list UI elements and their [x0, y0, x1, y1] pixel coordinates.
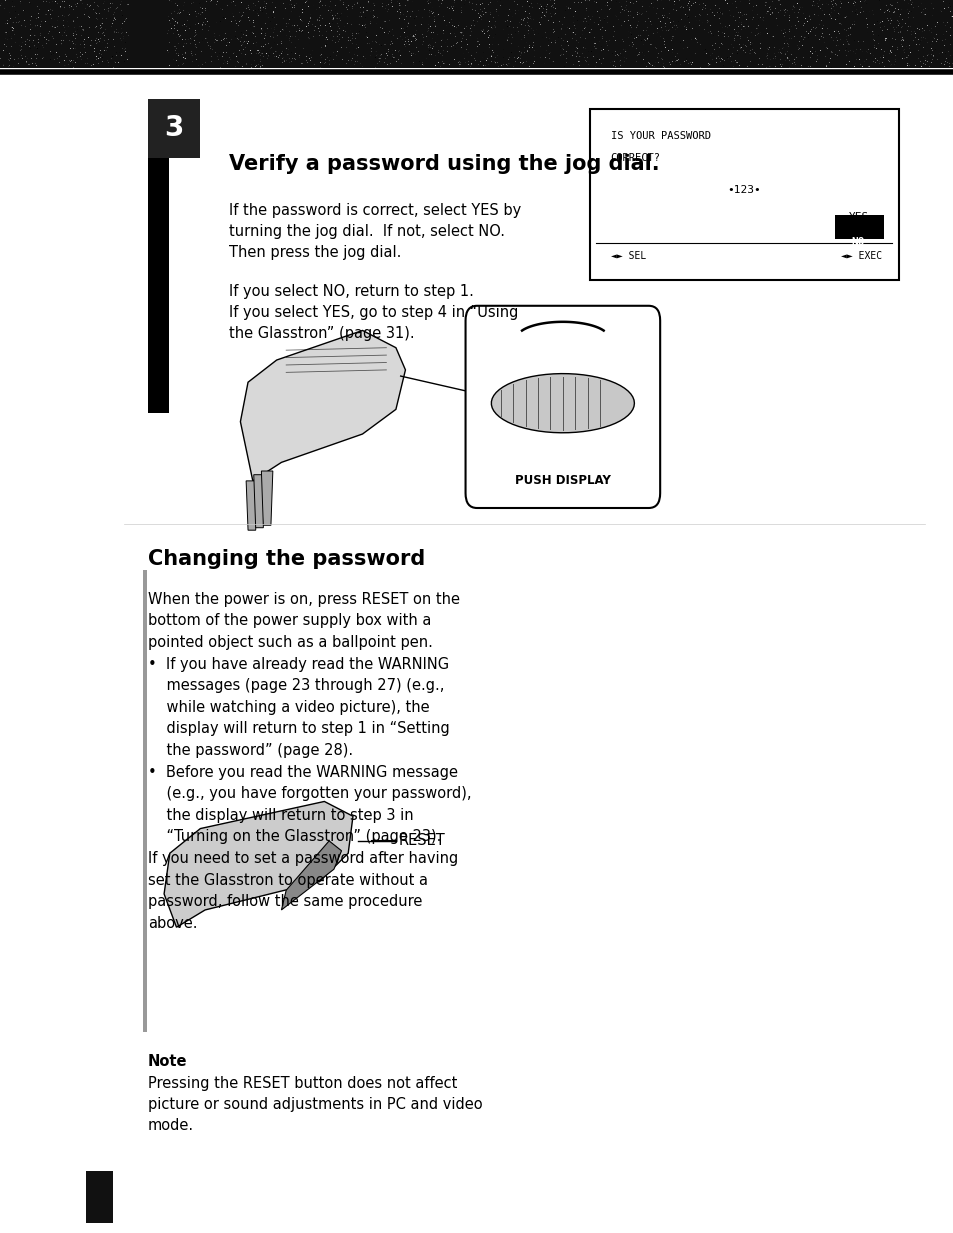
Text: 3: 3: [164, 115, 183, 142]
Text: •123•: •123•: [726, 185, 760, 195]
Bar: [86, 1171, 112, 1223]
Text: IS YOUR PASSWORD: IS YOUR PASSWORD: [610, 131, 710, 141]
Bar: [834, 215, 883, 239]
Polygon shape: [261, 471, 273, 525]
Bar: [129, 0, 167, 68]
Text: Verify a password using the jog dial.: Verify a password using the jog dial.: [229, 154, 659, 174]
Polygon shape: [491, 374, 634, 433]
Bar: [0, 0, 953, 68]
Text: Note: Note: [148, 1054, 187, 1069]
Text: ◄► SEL: ◄► SEL: [610, 252, 645, 261]
Polygon shape: [246, 481, 257, 530]
Text: If the password is correct, select YES by
turning the jog dial.  If not, select : If the password is correct, select YES b…: [229, 203, 520, 260]
Text: RESET: RESET: [398, 834, 445, 848]
Text: YES: YES: [847, 212, 868, 222]
Text: CORRECT?: CORRECT?: [610, 153, 659, 163]
Text: Pressing the RESET button does not affect
picture or sound adjustments in PC and: Pressing the RESET button does not affec…: [148, 1076, 482, 1133]
Text: When the power is on, press RESET on the
bottom of the power supply box with a
p: When the power is on, press RESET on the…: [148, 592, 471, 931]
Polygon shape: [240, 330, 405, 481]
Bar: [148, 123, 169, 413]
FancyBboxPatch shape: [589, 109, 898, 280]
Bar: [143, 570, 147, 1032]
Polygon shape: [281, 841, 341, 910]
FancyBboxPatch shape: [465, 306, 659, 508]
Text: PUSH DISPLAY: PUSH DISPLAY: [515, 475, 610, 487]
Text: If you select NO, return to step 1.
If you select YES, go to step 4 in “Using
th: If you select NO, return to step 1. If y…: [229, 284, 517, 340]
Text: NO: NO: [851, 237, 864, 247]
Text: ◄► EXEC: ◄► EXEC: [841, 252, 882, 261]
Polygon shape: [253, 475, 265, 528]
Bar: [148, 99, 200, 158]
Text: Changing the password: Changing the password: [148, 549, 425, 568]
Polygon shape: [164, 801, 353, 927]
